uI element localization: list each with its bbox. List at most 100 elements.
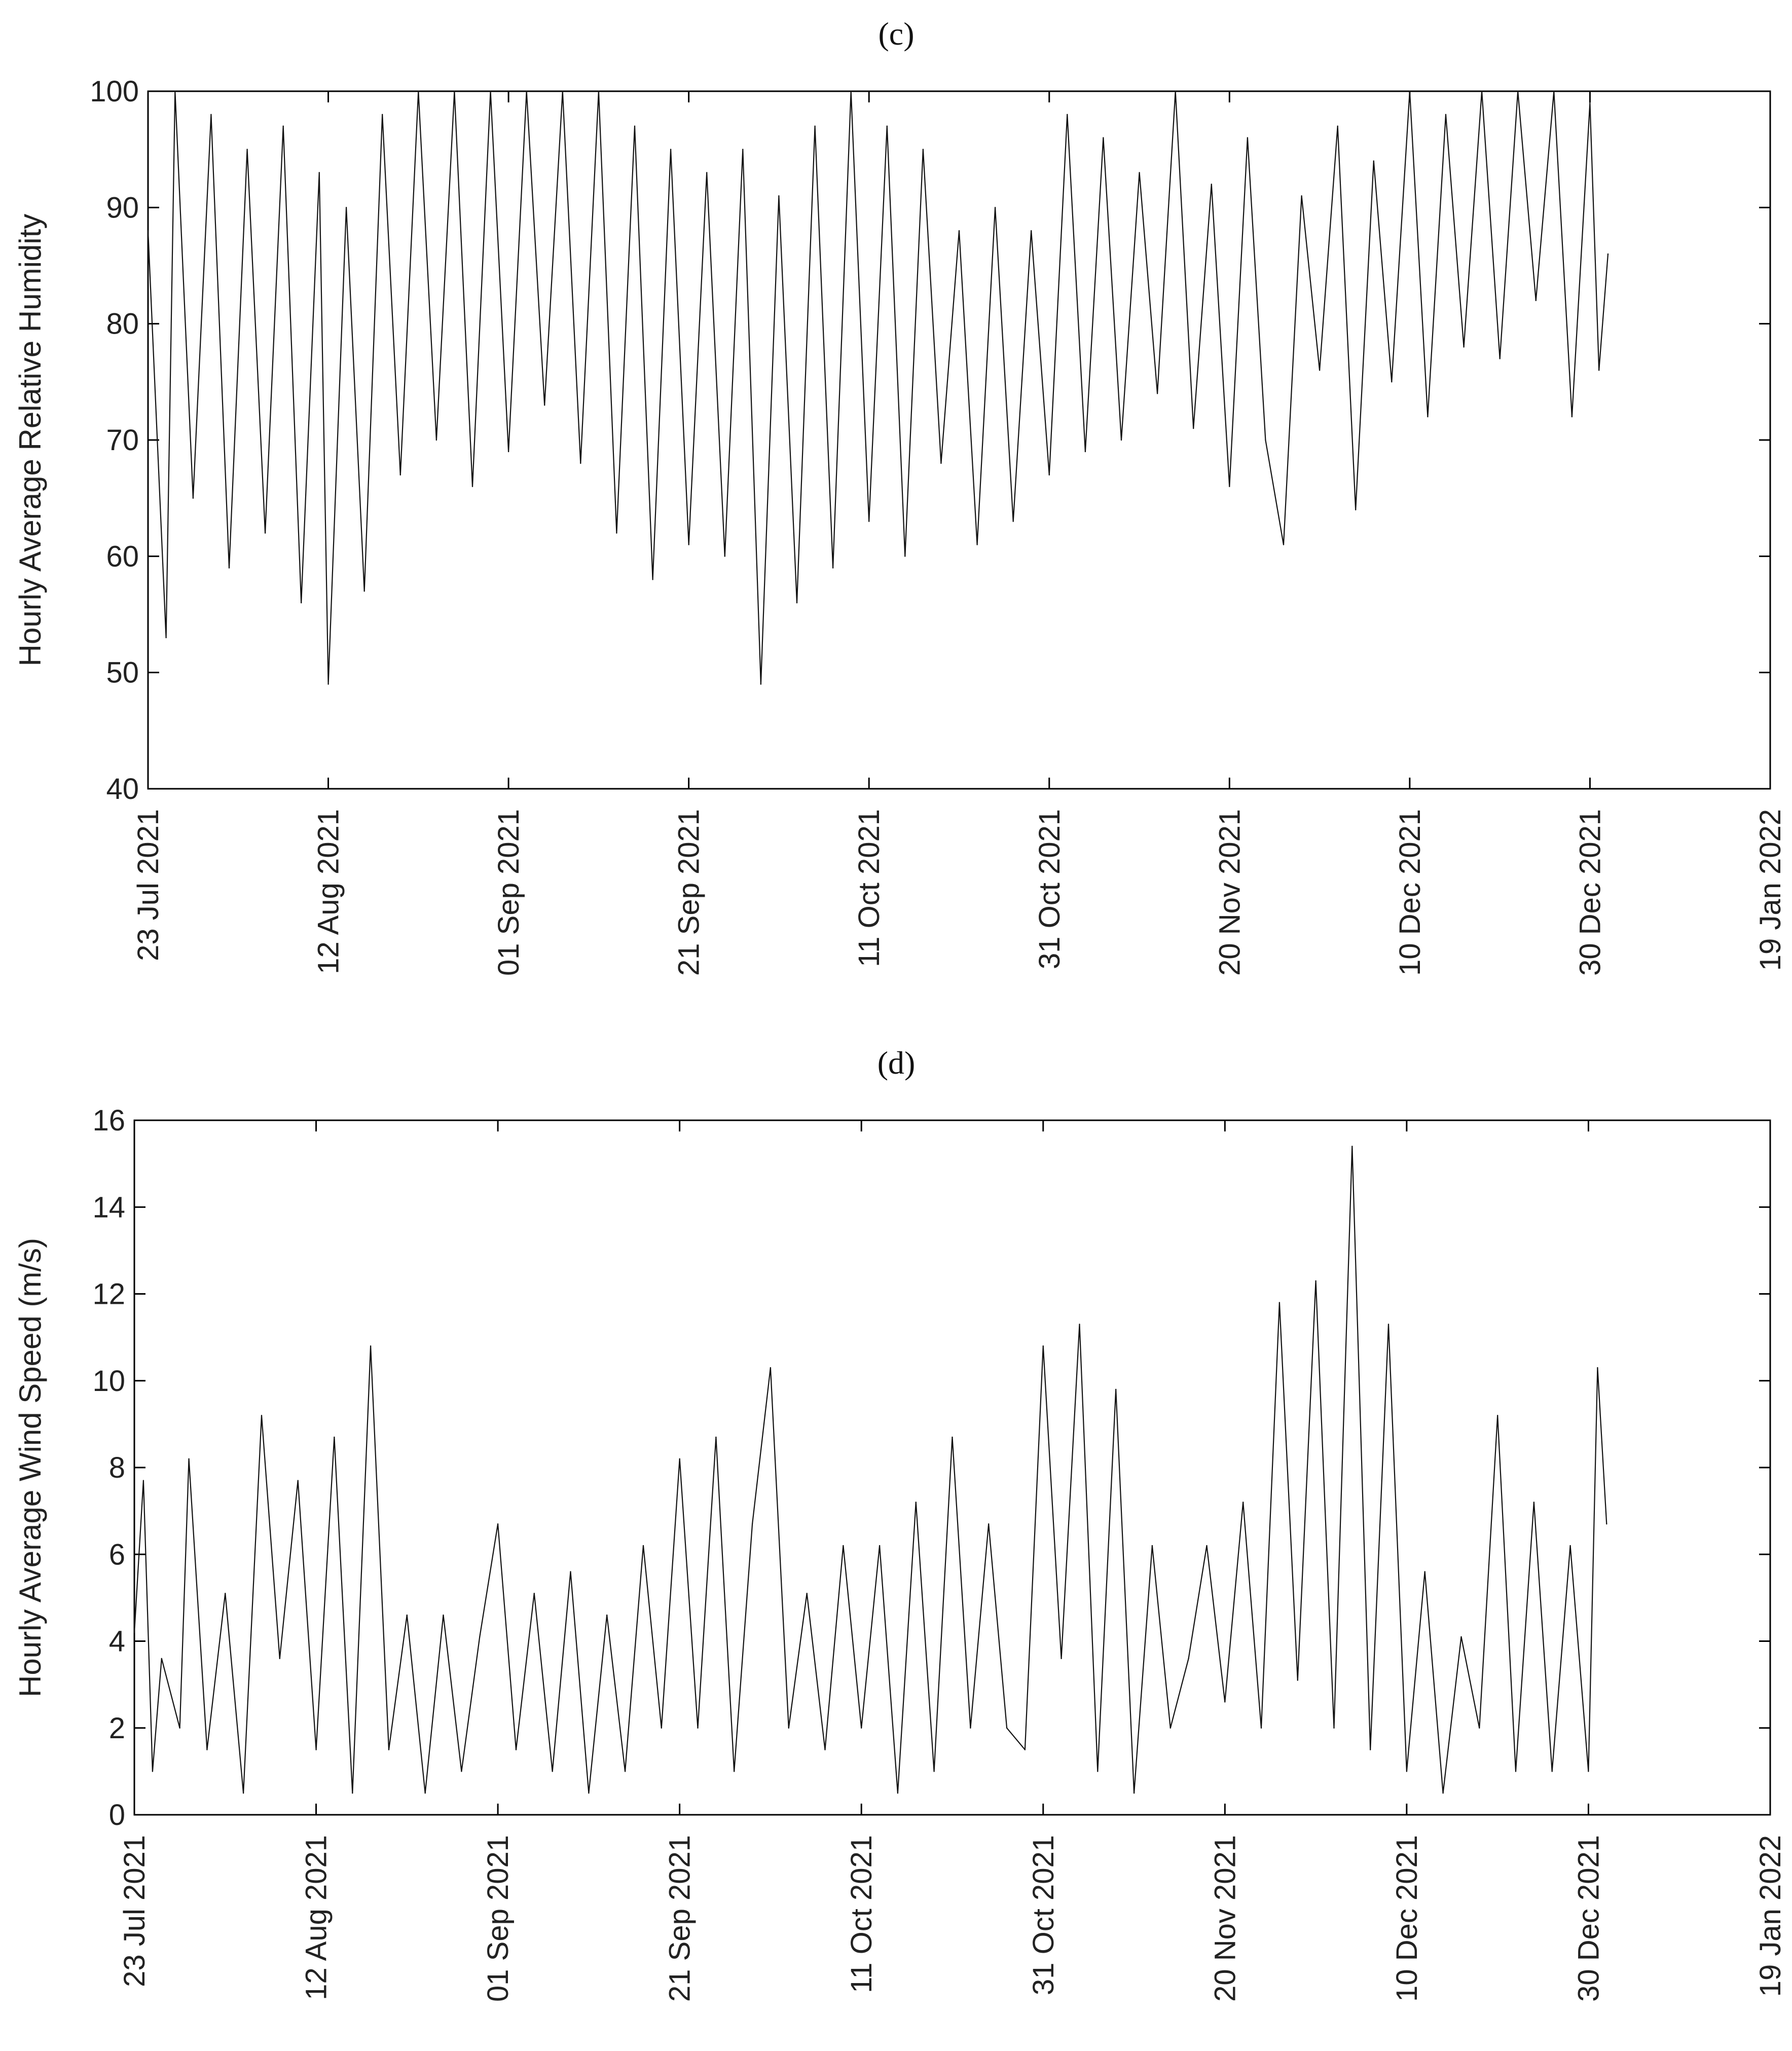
humidity-y-axis: 40 50 60 70 80 90 100 bbox=[90, 75, 1770, 805]
humidity-x-tick-label: 12 Aug 2021 bbox=[312, 809, 345, 974]
humidity-data-point bbox=[544, 405, 545, 406]
wind-data-point bbox=[1551, 1771, 1553, 1772]
wind-data-point bbox=[970, 1727, 971, 1729]
wind-data-point bbox=[424, 1792, 426, 1794]
wind-data-point bbox=[179, 1727, 180, 1729]
humidity-data-point bbox=[1156, 393, 1158, 394]
humidity-data-point bbox=[1193, 427, 1194, 429]
wind-x-tick-label: 21 Sep 2021 bbox=[664, 1835, 697, 2002]
humidity-data-point bbox=[1445, 114, 1447, 116]
wind-data-point bbox=[715, 1436, 717, 1438]
wind-data-point bbox=[697, 1727, 699, 1729]
humidity-data-point bbox=[1283, 544, 1285, 545]
wind-x-axis: 23 Jul 2021 12 Aug 2021 01 Sep 2021 21 Sep … bbox=[118, 1120, 1787, 2002]
humidity-data-point bbox=[904, 556, 906, 557]
humidity-data-point bbox=[670, 149, 672, 150]
wind-x-tick-label: 30 Dec 2021 bbox=[1572, 1835, 1605, 2002]
wind-data-point bbox=[1097, 1771, 1099, 1772]
wind-x-tick-label: 20 Nov 2021 bbox=[1209, 1835, 1241, 2002]
wind-data-point bbox=[1351, 1146, 1353, 1147]
panel-c-label: (c) bbox=[878, 16, 914, 52]
humidity-data-point bbox=[1553, 90, 1555, 92]
humidity-data-point bbox=[264, 532, 266, 534]
wind-data-point bbox=[661, 1727, 663, 1729]
wind-data-point bbox=[479, 1636, 481, 1638]
humidity-data-point bbox=[1120, 439, 1122, 441]
humidity-data-point bbox=[301, 602, 302, 604]
humidity-data-point bbox=[471, 486, 473, 487]
wind-y-axis-label: Hourly Average Wind Speed (m/s) bbox=[13, 1238, 47, 1697]
humidity-data-point bbox=[868, 521, 870, 522]
humidity-data-point bbox=[580, 462, 581, 464]
wind-data-point bbox=[1424, 1571, 1425, 1572]
humidity-x-tick-label: 23 Jul 2021 bbox=[132, 809, 165, 961]
humidity-data-point bbox=[454, 90, 455, 92]
wind-x-tick-label: 19 Jan 2022 bbox=[1754, 1835, 1787, 1997]
wind-y-tick-label: 0 bbox=[109, 1799, 125, 1832]
humidity-chart-panel: (c) 40 50 60 70 80 90 100 23 Jul 2021 12 Aug 20… bbox=[13, 16, 1787, 976]
wind-plot-frame bbox=[133, 1119, 1771, 1816]
wind-data-point bbox=[334, 1436, 335, 1438]
wind-data-point bbox=[1442, 1792, 1444, 1794]
humidity-data-point bbox=[1589, 102, 1591, 104]
wind-data-point bbox=[1079, 1324, 1080, 1325]
humidity-data-point bbox=[922, 149, 924, 150]
wind-data-point bbox=[1242, 1501, 1244, 1503]
wind-data-point bbox=[1188, 1658, 1189, 1659]
humidity-x-tick-label: 20 Nov 2021 bbox=[1213, 809, 1246, 976]
wind-data-point bbox=[515, 1749, 517, 1750]
wind-data-point bbox=[497, 1523, 499, 1525]
humidity-y-axis-label: Hourly Average Relative Humidity bbox=[13, 214, 47, 667]
wind-data-point bbox=[1042, 1345, 1044, 1347]
humidity-data-point bbox=[526, 90, 527, 92]
wind-y-tick-label: 2 bbox=[109, 1712, 125, 1745]
wind-data-point bbox=[242, 1792, 244, 1794]
wind-data-point bbox=[679, 1458, 680, 1460]
wind-data-point bbox=[879, 1545, 881, 1547]
wind-data-point bbox=[370, 1345, 372, 1347]
humidity-data-point bbox=[886, 125, 888, 127]
wind-data-point bbox=[406, 1614, 408, 1616]
wind-data-point bbox=[642, 1545, 644, 1547]
humidity-data-point bbox=[1463, 346, 1465, 348]
wind-data-point bbox=[824, 1749, 826, 1750]
wind-y-tick-label: 6 bbox=[109, 1538, 125, 1571]
humidity-data-point bbox=[1517, 90, 1519, 92]
wind-data-point bbox=[1460, 1636, 1462, 1638]
humidity-data-point bbox=[1427, 416, 1429, 418]
humidity-data-point bbox=[228, 567, 230, 569]
humidity-data-point bbox=[634, 125, 636, 127]
wind-data-point bbox=[443, 1614, 444, 1616]
wind-data-point bbox=[1588, 1771, 1589, 1772]
wind-data-point bbox=[915, 1501, 917, 1503]
wind-series bbox=[133, 1146, 1607, 1794]
humidity-data-point bbox=[174, 90, 176, 92]
humidity-data-point bbox=[1067, 114, 1068, 116]
wind-data-point bbox=[843, 1545, 844, 1547]
humidity-data-point bbox=[1031, 230, 1032, 232]
humidity-data-point bbox=[399, 474, 401, 475]
humidity-data-point bbox=[507, 451, 509, 453]
humidity-y-tick-label: 70 bbox=[106, 424, 139, 457]
humidity-data-point bbox=[1211, 184, 1212, 185]
wind-y-tick-label: 12 bbox=[92, 1278, 125, 1311]
humidity-data-point bbox=[562, 90, 564, 92]
humidity-data-point bbox=[1012, 521, 1014, 522]
wind-x-tick-label: 23 Jul 2021 bbox=[118, 1835, 151, 1987]
humidity-data-point bbox=[796, 602, 798, 604]
wind-data-point bbox=[552, 1771, 553, 1772]
wind-data-point bbox=[806, 1593, 808, 1594]
humidity-data-point bbox=[1571, 416, 1573, 418]
wind-data-point bbox=[461, 1771, 462, 1772]
humidity-data-point bbox=[688, 544, 689, 545]
wind-data-point bbox=[624, 1771, 626, 1772]
wind-data-point bbox=[734, 1771, 735, 1772]
humidity-data-point bbox=[282, 125, 284, 127]
wind-data-point bbox=[1260, 1727, 1262, 1729]
wind-data-point bbox=[1297, 1679, 1298, 1681]
wind-data-point bbox=[1133, 1792, 1135, 1794]
wind-data-point bbox=[606, 1614, 608, 1616]
wind-data-point bbox=[1206, 1545, 1208, 1547]
wind-data-point bbox=[933, 1771, 935, 1772]
wind-series-line bbox=[133, 1146, 1607, 1794]
